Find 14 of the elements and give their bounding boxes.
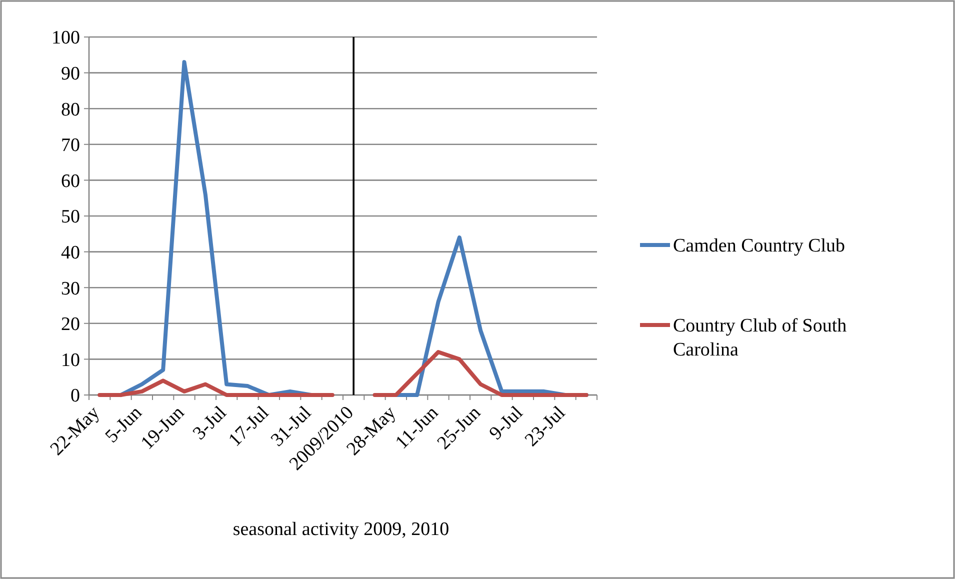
- y-tick-label: 30: [61, 278, 80, 300]
- y-tick-label: 10: [61, 350, 80, 371]
- y-tick-label: 70: [61, 135, 80, 156]
- y-tick-label: 90: [61, 63, 80, 84]
- y-tick-label: 40: [61, 242, 80, 264]
- y-tick-label: 60: [61, 170, 80, 192]
- y-tick-label: 20: [61, 314, 80, 336]
- y-tick-label: 50: [61, 206, 80, 228]
- y-tick-label: 0: [70, 386, 80, 407]
- y-tick-label: 80: [61, 99, 80, 120]
- x-axis-title: seasonal activity 2009, 2010: [232, 519, 450, 540]
- legend-label: Country Club of South Carolina: [673, 316, 848, 360]
- legend-label: Camden Country Club: [673, 236, 846, 257]
- y-tick-label: 100: [52, 28, 80, 49]
